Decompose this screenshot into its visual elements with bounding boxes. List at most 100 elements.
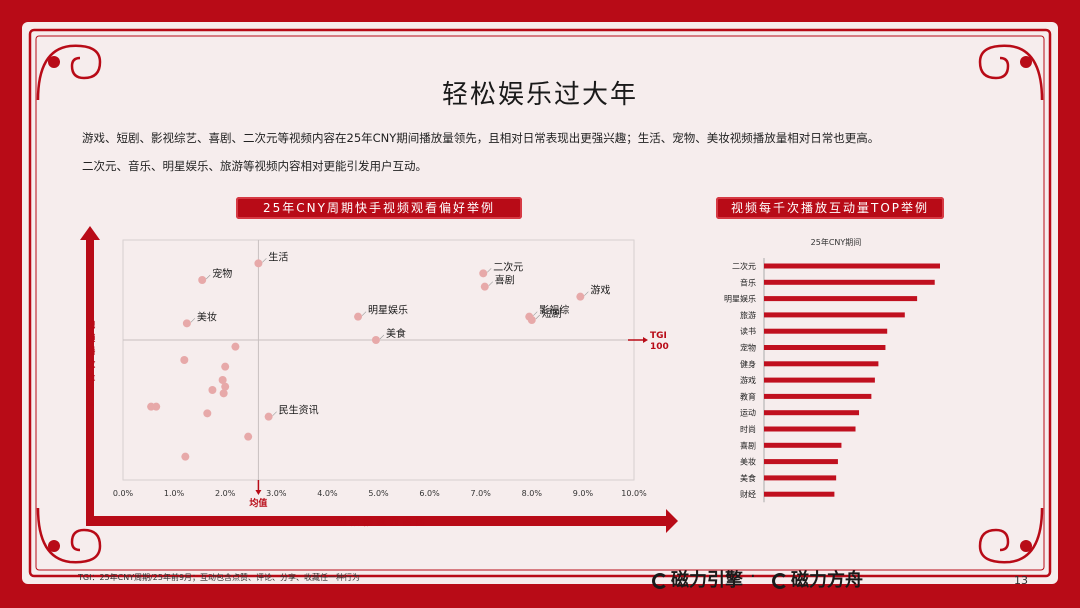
- scatter-point: [479, 269, 488, 278]
- point-label: 明星娱乐: [368, 304, 408, 317]
- page-title: 轻松娱乐过大年: [441, 80, 638, 110]
- bar-category-label: 时尚: [740, 424, 756, 434]
- x-tick-label: 7.0%: [471, 489, 492, 498]
- bar-category-label: 运动: [740, 408, 756, 418]
- scatter-point: [152, 402, 161, 411]
- scatter-point: [208, 386, 217, 394]
- scatter-chart-title: 25年CNY周期快手视频观看偏好举例: [236, 197, 522, 219]
- y-axis-title-char: 量: [87, 372, 96, 383]
- bar: [764, 393, 872, 399]
- point-label: 喜剧: [495, 274, 515, 287]
- y-axis-title-char: 放: [86, 359, 96, 370]
- x-tick-label: 5.0%: [368, 489, 389, 498]
- point-label: 美食: [386, 327, 406, 340]
- scatter-point: [254, 259, 263, 268]
- bar: [764, 410, 860, 416]
- y-axis-title-char: 频: [87, 333, 96, 344]
- bar-category-label: 健身: [740, 359, 756, 369]
- bar-chart: 25年CNY期间二次元音乐明星娱乐旅游读书宠物健身游戏教育运动时尚喜剧美妆美食财…: [724, 237, 940, 503]
- y-axis-arrowhead-icon: [80, 226, 100, 240]
- scatter-point: [371, 336, 380, 344]
- y-axis-title-char: I: [89, 412, 92, 422]
- bar: [764, 475, 837, 481]
- bar: [764, 426, 856, 432]
- brand-icon: [772, 573, 788, 589]
- x-tick-label: 9.0%: [573, 489, 594, 498]
- x-tick-label: 2.0%: [215, 489, 236, 498]
- scatter-point: [198, 276, 207, 284]
- footnote: TGI：25年CNY周期/25年前9月；互动包含点赞、评论、分享、收藏任一种行为: [78, 573, 361, 582]
- bar-category-label: 喜剧: [740, 440, 756, 450]
- point-leader-line: [272, 411, 277, 416]
- point-leader-line: [190, 318, 196, 323]
- point-leader-line: [361, 311, 367, 316]
- bar: [764, 312, 905, 318]
- point-leader-line: [535, 314, 541, 320]
- x-tick-label: 8.0%: [522, 489, 543, 498]
- point-leader-line: [487, 268, 492, 273]
- point-label: 民生资讯: [279, 404, 319, 417]
- bar: [764, 296, 918, 302]
- x-tick-label: 3.0%: [266, 489, 287, 498]
- x-axis-arrowhead-icon: [666, 509, 678, 533]
- bar-category-label: 游戏: [740, 375, 756, 385]
- point-label: 生活: [268, 250, 288, 263]
- description-line-1: 游戏、短剧、影视综艺、喜剧、二次元等视频内容在25年CNY期间播放量领先，且相对…: [82, 131, 880, 145]
- x-tick-label: 4.0%: [317, 489, 338, 498]
- scatter-point: [221, 362, 230, 371]
- y-axis-title-char: G: [88, 399, 95, 409]
- point-leader-line: [205, 274, 211, 280]
- scatter-point: [180, 356, 189, 364]
- brand-separator: ·: [750, 566, 756, 587]
- bar: [764, 279, 935, 285]
- x-axis-title: 视频播放量占比: [337, 516, 428, 528]
- point-label: 宠物: [212, 267, 232, 280]
- scatter-point: [576, 292, 585, 301]
- bar-category-label: 美妆: [740, 457, 756, 467]
- bar-category-label: 音乐: [740, 277, 756, 287]
- page-number: 13: [1014, 574, 1028, 587]
- scatter-point: [181, 452, 190, 461]
- point-label: 游戏: [590, 284, 610, 297]
- x-tick-label: 0.0%: [113, 489, 134, 498]
- point-leader-line: [533, 311, 538, 316]
- bar: [764, 442, 842, 448]
- y-axis-title-char: T: [88, 386, 94, 396]
- scatter-point: [221, 382, 230, 391]
- mean-label: 均值: [249, 497, 267, 509]
- bar-category-label: 美食: [740, 473, 756, 483]
- point-leader-line: [584, 291, 589, 296]
- scatter-point: [527, 316, 536, 324]
- bar-category-label: 宠物: [740, 343, 756, 353]
- scatter-chart: 0.0% 1.0% 2.0% 3.0% 4.0% 5.0% 6.0% 7.0% 8.0% 9.0%…: [80, 226, 678, 533]
- point-label: 美妆: [197, 310, 217, 323]
- brand-logo-2: 磁力方舟: [772, 566, 863, 592]
- corner-ornament-icon: [36, 44, 1044, 564]
- brand-logo-1: 磁力引擎: [652, 566, 743, 592]
- bar: [764, 345, 886, 350]
- bar-category-label: 教育: [740, 391, 756, 401]
- y-axis-arrow: [86, 240, 94, 526]
- scatter-point: [480, 282, 489, 291]
- scatter-point: [219, 389, 228, 398]
- scatter-point: [231, 342, 240, 351]
- bar-category-label: 财经: [740, 489, 756, 499]
- scatter-point: [218, 376, 227, 384]
- x-tick-label: 1.0%: [164, 489, 185, 498]
- bar: [764, 361, 879, 367]
- bar-category-label: 读书: [740, 326, 756, 336]
- scatter-point: [264, 412, 273, 421]
- brand-icon: [652, 573, 668, 589]
- point-leader-line: [262, 258, 267, 263]
- mean-marker-arrow-icon: [255, 490, 262, 495]
- tgi-label: TGI: [650, 331, 667, 341]
- scatter-point: [244, 432, 253, 441]
- bar: [764, 377, 875, 383]
- scatter-point: [354, 312, 363, 321]
- bar: [764, 263, 940, 269]
- x-axis-arrow: [86, 516, 668, 526]
- bar-category-label: 旅游: [740, 310, 756, 320]
- bar-category-label: 明星娱乐: [724, 294, 756, 304]
